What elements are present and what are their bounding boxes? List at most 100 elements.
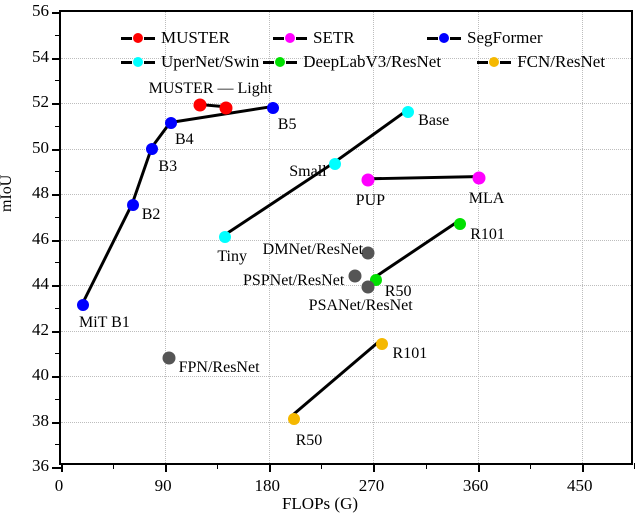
x-tick-minor bbox=[217, 463, 219, 469]
plot-area: PUP MLA MiT B1 B2 B3 B4 B5 Tiny Small Base R50 R101… bbox=[52, 10, 635, 472]
legend-item-deeplabv3-resnet[interactable]: DeepLabV3/ResNet bbox=[263, 50, 473, 74]
point-label: MLA bbox=[468, 190, 505, 208]
data-point[interactable] bbox=[454, 217, 467, 230]
y-tick-label: 38 bbox=[32, 410, 49, 430]
data-point[interactable] bbox=[375, 338, 388, 351]
point-label: DMNet/ResNet bbox=[262, 241, 364, 259]
legend-marker-icon bbox=[477, 56, 512, 68]
point-label: R50 bbox=[295, 432, 323, 450]
x-tick bbox=[61, 463, 63, 472]
y-tick bbox=[52, 194, 61, 196]
series-line-setr bbox=[365, 175, 476, 181]
x-tick-minor bbox=[529, 463, 531, 469]
x-tick-label: 0 bbox=[54, 476, 64, 495]
y-tick-minor bbox=[55, 444, 61, 446]
gridline-horizontal bbox=[61, 103, 631, 104]
gridline-horizontal bbox=[61, 421, 631, 423]
point-label: Base bbox=[418, 112, 450, 130]
y-tick bbox=[52, 103, 61, 105]
legend-item-upernet-swin[interactable]: UperNet/Swin bbox=[121, 50, 259, 74]
gridline-horizontal bbox=[61, 239, 631, 241]
x-tick-minor bbox=[321, 463, 323, 469]
y-tick-label: 52 bbox=[32, 92, 49, 111]
point-label: Small bbox=[289, 163, 327, 181]
data-point[interactable] bbox=[361, 280, 375, 294]
legend-marker-icon bbox=[273, 32, 307, 44]
y-tick-minor bbox=[55, 307, 61, 309]
data-point[interactable] bbox=[193, 98, 207, 112]
x-tick-minor bbox=[113, 463, 115, 469]
data-point[interactable] bbox=[361, 173, 375, 187]
y-tick bbox=[52, 467, 61, 469]
legend-label: MUSTER bbox=[161, 28, 230, 47]
legend-label: DeepLabV3/ResNet bbox=[303, 52, 442, 71]
y-tick-label: 54 bbox=[32, 46, 49, 66]
y-tick bbox=[52, 421, 61, 424]
x-tick bbox=[477, 463, 480, 472]
x-tick bbox=[373, 463, 376, 472]
data-point[interactable] bbox=[402, 106, 415, 119]
y-tick bbox=[52, 285, 61, 287]
point-label: PSPNet/ResNet bbox=[242, 271, 345, 289]
data-point[interactable] bbox=[266, 101, 279, 114]
x-tick-label: 360 bbox=[462, 476, 489, 495]
legend-item-muster[interactable]: MUSTER bbox=[121, 26, 269, 50]
gridline-horizontal bbox=[61, 57, 631, 59]
x-tick-label: 450 bbox=[567, 476, 593, 495]
data-point[interactable] bbox=[164, 117, 177, 130]
y-tick-label: 56 bbox=[32, 1, 49, 20]
x-tick-minor bbox=[633, 463, 635, 469]
y-tick-label: 50 bbox=[32, 137, 49, 157]
series-lines bbox=[81, 102, 476, 417]
y-tick-label: 42 bbox=[32, 319, 49, 339]
y-tick-label: 48 bbox=[32, 183, 49, 202]
y-tick-minor bbox=[55, 80, 61, 82]
x-tick-label: 90 bbox=[154, 476, 172, 495]
x-tick-minor bbox=[425, 463, 427, 469]
y-tick bbox=[52, 12, 61, 14]
gridline-horizontal bbox=[61, 376, 631, 377]
data-point[interactable] bbox=[219, 231, 232, 244]
x-axis-title: FLOPs (G) bbox=[281, 494, 359, 513]
legend-item-setr[interactable]: SETR bbox=[273, 26, 423, 50]
data-point[interactable] bbox=[329, 158, 342, 171]
point-label: B3 bbox=[158, 157, 178, 175]
point-label: R50 bbox=[384, 283, 412, 301]
annotation-label: MUSTER — Light bbox=[148, 80, 273, 98]
data-point[interactable] bbox=[361, 246, 375, 260]
legend-item-segformer[interactable]: SegFormer bbox=[427, 26, 587, 50]
y-tick-minor bbox=[55, 398, 61, 400]
point-label: B5 bbox=[277, 115, 297, 133]
legend-label: FCN/ResNet bbox=[517, 52, 606, 71]
gridline-vertical bbox=[581, 12, 583, 463]
x-tick bbox=[269, 463, 272, 472]
point-label: R101 bbox=[392, 345, 428, 363]
data-point[interactable] bbox=[219, 101, 233, 115]
data-point[interactable] bbox=[126, 199, 139, 212]
y-tick-minor bbox=[55, 216, 61, 218]
legend-marker-icon bbox=[121, 56, 155, 68]
data-point[interactable] bbox=[348, 269, 362, 283]
legend-label: UperNet/Swin bbox=[161, 52, 260, 71]
gridline-horizontal bbox=[61, 330, 631, 332]
point-label: FPN/ResNet bbox=[178, 358, 260, 376]
series-line-deeplabv3-resnet bbox=[372, 220, 459, 280]
legend-item-fcn-resnet[interactable]: FCN/ResNet bbox=[477, 50, 605, 74]
legend-marker-icon bbox=[263, 56, 298, 68]
x-tick bbox=[165, 463, 168, 472]
point-label: MiT B1 bbox=[78, 314, 130, 332]
legend-label: SegFormer bbox=[467, 28, 543, 47]
gridline-horizontal bbox=[61, 148, 631, 150]
legend-marker-icon bbox=[427, 32, 461, 44]
data-point[interactable] bbox=[472, 171, 486, 185]
data-point[interactable] bbox=[162, 351, 176, 365]
data-point[interactable] bbox=[146, 142, 159, 155]
gridline-vertical bbox=[373, 12, 375, 463]
data-point[interactable] bbox=[287, 413, 300, 426]
legend: MUSTER SETR SegFormer UperNet/Swin DeepLabV3… bbox=[121, 26, 640, 74]
point-label: PSANet/ResNet bbox=[308, 297, 413, 315]
gridline-horizontal bbox=[61, 194, 631, 195]
data-point[interactable] bbox=[76, 299, 89, 312]
y-tick bbox=[52, 148, 61, 151]
